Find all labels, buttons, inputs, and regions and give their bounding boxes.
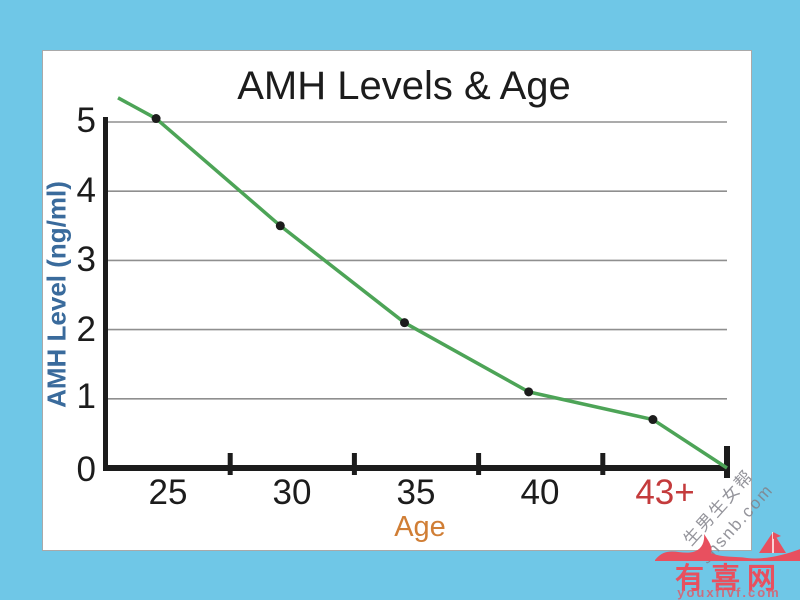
data-point-age-43+ — [648, 415, 658, 425]
y-tick-label-3: 3 — [76, 240, 96, 279]
logo-wave-and-sail-icon — [655, 532, 800, 561]
y-tick-label-0: 0 — [76, 450, 96, 489]
x-tick-label-35: 35 — [396, 473, 436, 512]
x-tick-label-30: 30 — [272, 473, 312, 512]
y-tick-label-2: 2 — [76, 310, 96, 349]
site-logo: 有喜网 youxiivf.com — [655, 531, 800, 600]
data-point-age-30 — [275, 221, 285, 231]
logo-site-name: 有喜网 — [674, 563, 783, 595]
amh-series-line — [117, 96, 728, 470]
data-point-age-35 — [400, 318, 409, 328]
y-tick-label-4: 4 — [76, 171, 96, 210]
x-axis-title: Age — [394, 511, 446, 543]
y-tick-label-1: 1 — [76, 377, 96, 416]
logo-site-url: youxiivf.com — [677, 585, 781, 600]
data-point-age-25 — [151, 114, 161, 124]
chart-title: AMH Levels & Age — [237, 64, 571, 108]
data-point-age-40 — [524, 387, 534, 397]
x-tick-label-40: 40 — [520, 473, 560, 512]
x-tick-label-43plus: 43+ — [635, 473, 695, 512]
y-tick-label-5: 5 — [76, 101, 96, 140]
x-tick-label-25: 25 — [148, 473, 188, 512]
